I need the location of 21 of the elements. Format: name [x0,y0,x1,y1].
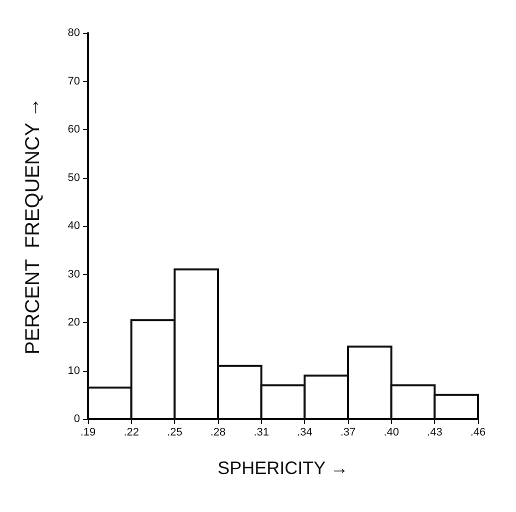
x-tick-label: .46 [470,426,486,438]
x-tick-label: .19 [80,426,96,438]
x-tick-label: .34 [297,426,312,438]
x-axis-title: SPHERICITY → [218,458,348,478]
y-tick-label: 10 [68,364,80,377]
x-tick-label: .22 [124,426,139,438]
x-tick-label: .25 [167,426,182,438]
x-tick-label: .31 [254,426,269,438]
x-tick-label: .28 [210,426,226,438]
x-tick-label: .43 [427,426,442,438]
y-tick-label: 40 [68,220,80,232]
y-tick-label: 50 [68,172,80,184]
y-tick-label: 60 [68,124,80,136]
y-axis-title: PERCENT FREQUENCY → [22,97,44,355]
y-tick-label: 80 [68,27,80,39]
x-tick-label: .37 [340,426,356,438]
y-tick-label: 0 [74,413,80,425]
y-tick-label: 30 [68,268,80,280]
y-tick-label: 70 [68,75,80,88]
x-tick-label: .40 [384,426,399,438]
y-tick-label: 20 [68,316,80,328]
